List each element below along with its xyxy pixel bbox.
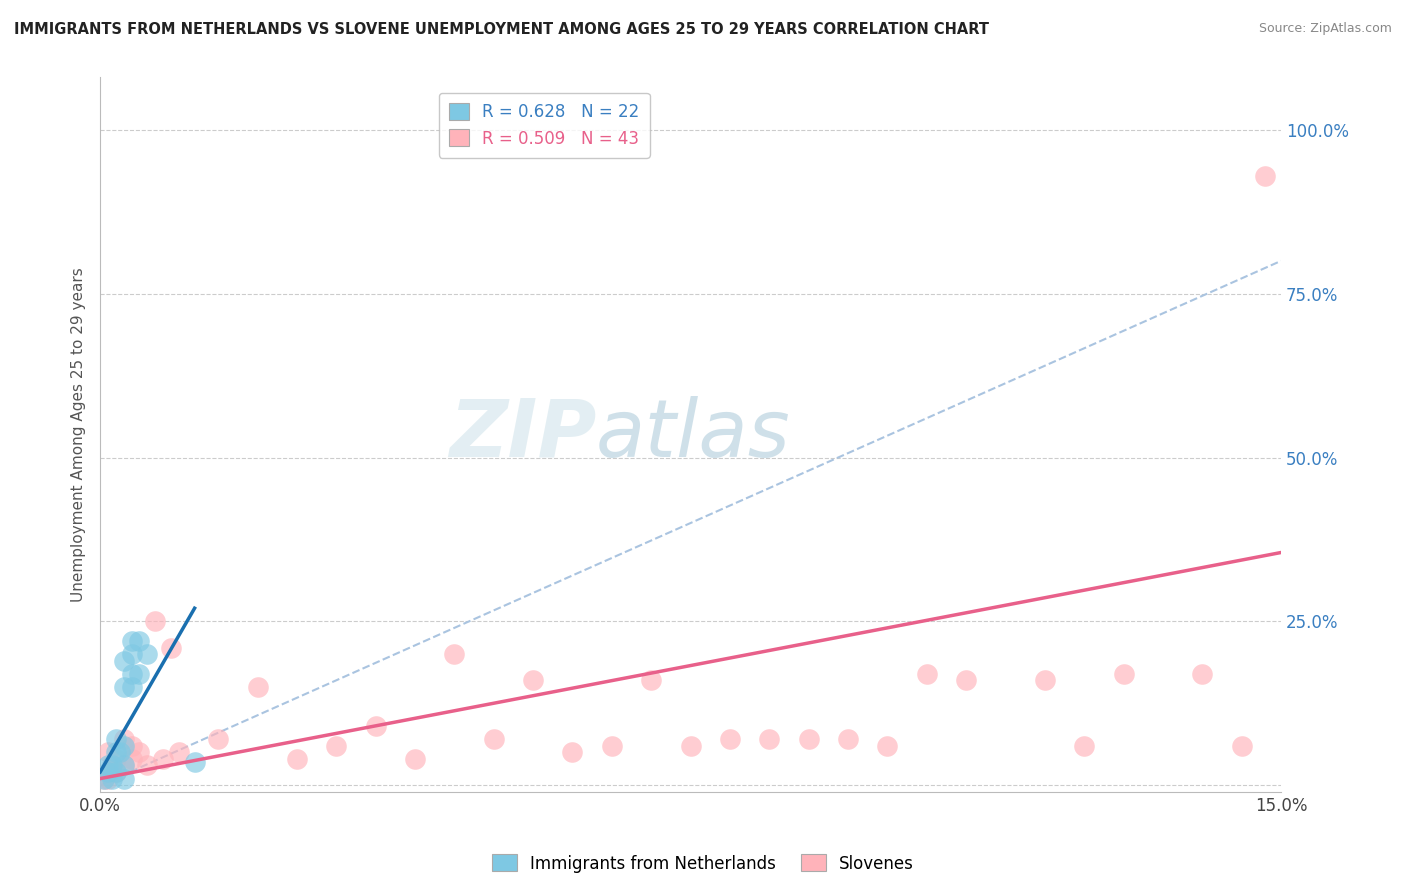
Point (600, 739, 623, 753)
Point (797, 732, 820, 747)
Point (679, 739, 702, 753)
Point (152, 752, 174, 766)
Point (325, 739, 347, 753)
Point (1191, 666, 1213, 681)
Point (246, 680, 269, 694)
Point (121, 647, 143, 661)
Point (285, 752, 308, 766)
Point (97, 758, 120, 772)
Point (121, 680, 143, 694)
Point (758, 732, 780, 747)
Point (364, 719, 387, 733)
Point (160, 640, 183, 655)
Point (112, 758, 135, 772)
Point (97, 765, 120, 780)
Point (101, 772, 124, 786)
Point (112, 739, 135, 753)
Point (128, 745, 150, 759)
Point (640, 673, 662, 688)
Point (112, 732, 135, 747)
Point (97, 745, 120, 759)
Point (837, 732, 859, 747)
Point (955, 673, 977, 688)
Point (104, 765, 127, 780)
Point (97, 772, 120, 786)
Text: IMMIGRANTS FROM NETHERLANDS VS SLOVENE UNEMPLOYMENT AMONG AGES 25 TO 29 YEARS CO: IMMIGRANTS FROM NETHERLANDS VS SLOVENE U… (14, 22, 988, 37)
Text: Source: ZipAtlas.com: Source: ZipAtlas.com (1258, 22, 1392, 36)
Point (101, 758, 124, 772)
Point (1254, 169, 1277, 183)
Point (1033, 673, 1056, 688)
Point (101, 758, 124, 772)
Point (104, 732, 127, 747)
Point (404, 752, 426, 766)
Point (112, 680, 135, 694)
Point (915, 666, 938, 681)
Point (561, 745, 583, 759)
Point (108, 745, 131, 759)
Point (1230, 739, 1253, 753)
Point (121, 739, 143, 753)
Point (876, 739, 898, 753)
Point (112, 758, 135, 772)
Point (167, 745, 190, 759)
Point (1112, 666, 1135, 681)
Point (128, 634, 150, 648)
Point (443, 647, 465, 661)
Point (121, 666, 143, 681)
Point (1073, 739, 1095, 753)
Point (93, 772, 115, 786)
Point (207, 732, 229, 747)
Point (482, 732, 505, 747)
Legend: R = 0.628   N = 22, R = 0.509   N = 43: R = 0.628 N = 22, R = 0.509 N = 43 (439, 93, 650, 158)
Point (121, 752, 143, 766)
Point (136, 758, 159, 772)
Legend: Immigrants from Netherlands, Slovenes: Immigrants from Netherlands, Slovenes (485, 847, 921, 880)
Point (97, 765, 120, 780)
Point (121, 634, 143, 648)
Y-axis label: Unemployment Among Ages 25 to 29 years: Unemployment Among Ages 25 to 29 years (72, 268, 86, 602)
Point (104, 745, 127, 759)
Point (128, 666, 150, 681)
Text: atlas: atlas (596, 395, 790, 474)
Point (522, 673, 544, 688)
Point (104, 765, 127, 780)
Point (93, 772, 115, 786)
Point (183, 755, 205, 769)
Point (136, 647, 159, 661)
Point (104, 752, 127, 766)
Text: ZIP: ZIP (449, 395, 596, 474)
Point (112, 654, 135, 668)
Point (112, 772, 135, 786)
Point (143, 615, 166, 629)
Point (718, 732, 741, 747)
